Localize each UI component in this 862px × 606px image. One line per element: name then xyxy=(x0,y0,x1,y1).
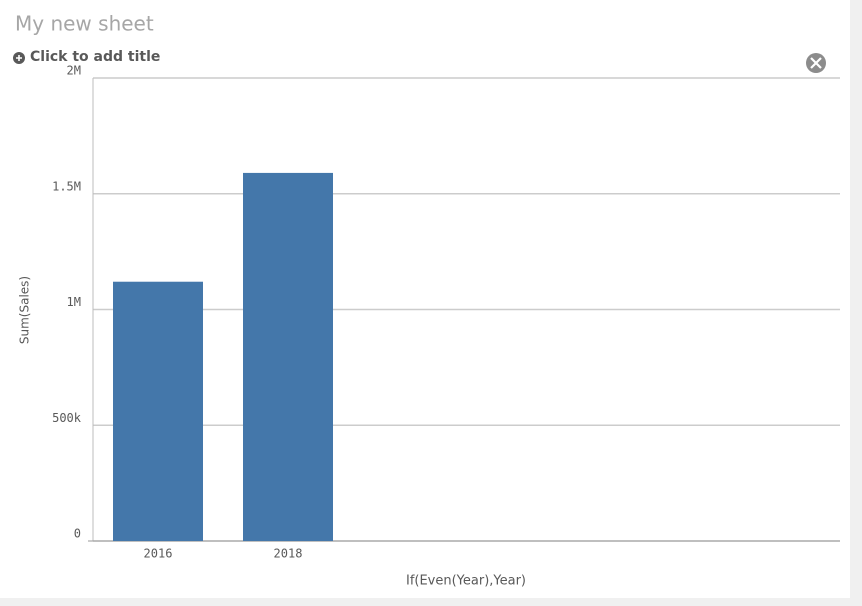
x-tick-label: 2016 xyxy=(144,547,173,561)
y-axis-title: Sum(Sales) xyxy=(18,276,32,344)
bar xyxy=(243,172,333,542)
x-axis-title: If(Even(Year),Year) xyxy=(406,574,526,589)
x-tick-label: 2018 xyxy=(274,547,303,561)
add-title-button[interactable]: Click to add title xyxy=(13,49,160,65)
add-title-text[interactable]: Click to add title xyxy=(30,49,160,65)
plus-sign xyxy=(16,55,22,61)
bar xyxy=(113,281,203,541)
y-tick-label: 0 xyxy=(74,527,81,541)
y-tick-label: 500k xyxy=(52,411,82,425)
y-tick-label: 2M xyxy=(67,64,81,78)
sheet-title: My new sheet xyxy=(15,12,154,36)
y-tick-label: 1M xyxy=(67,295,81,309)
close-button[interactable] xyxy=(806,53,826,73)
close-cross xyxy=(810,57,822,69)
y-tick-label: 1.5M xyxy=(52,179,81,193)
